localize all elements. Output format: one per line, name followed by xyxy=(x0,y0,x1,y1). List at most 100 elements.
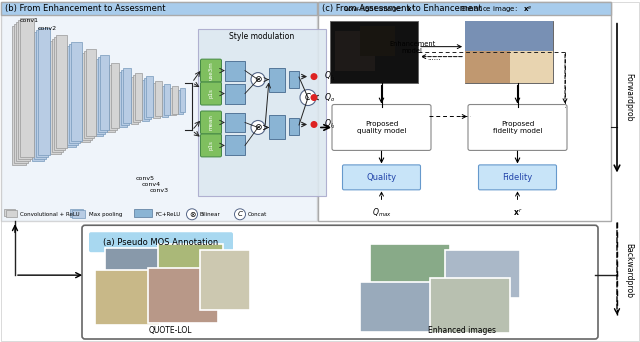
Bar xyxy=(14,24,28,163)
Bar xyxy=(225,61,245,81)
Bar xyxy=(269,116,285,140)
Bar xyxy=(69,44,80,143)
Bar xyxy=(70,209,83,217)
Bar xyxy=(1,2,317,15)
Bar xyxy=(34,32,46,159)
FancyBboxPatch shape xyxy=(342,165,420,190)
Text: (c) From Assessment to Enhancement: (c) From Assessment to Enhancement xyxy=(322,4,482,13)
Text: $Q_o$: $Q_o$ xyxy=(324,91,335,104)
Bar xyxy=(144,78,151,119)
Bar xyxy=(162,86,168,118)
Bar xyxy=(95,270,160,325)
Text: p1s: p1s xyxy=(209,141,214,150)
Bar xyxy=(198,29,326,196)
Bar xyxy=(335,31,375,70)
Bar xyxy=(96,58,105,134)
Bar xyxy=(121,70,129,126)
Text: Forwardprob: Forwardprob xyxy=(625,73,634,122)
Text: conv3: conv3 xyxy=(150,188,169,193)
Circle shape xyxy=(310,73,317,80)
Bar xyxy=(12,26,26,166)
Bar xyxy=(153,82,160,118)
Bar xyxy=(94,61,103,136)
Bar xyxy=(65,48,76,147)
FancyBboxPatch shape xyxy=(200,82,221,105)
FancyBboxPatch shape xyxy=(200,59,221,82)
Text: Enhance image:   $\mathbf{x}^e$: Enhance image: $\mathbf{x}^e$ xyxy=(460,5,532,16)
Bar xyxy=(82,53,92,141)
Bar xyxy=(18,20,32,159)
Bar xyxy=(158,244,223,292)
FancyBboxPatch shape xyxy=(332,105,431,150)
Text: (b) From Enhancement to Assessment: (b) From Enhancement to Assessment xyxy=(5,4,166,13)
FancyBboxPatch shape xyxy=(200,111,221,134)
Bar xyxy=(142,80,149,121)
Bar xyxy=(135,73,142,120)
Bar xyxy=(36,30,48,157)
Bar xyxy=(146,76,153,118)
Text: Max pooling: Max pooling xyxy=(89,212,122,217)
Circle shape xyxy=(234,209,246,220)
Text: p1s: p1s xyxy=(209,89,214,98)
Text: Style modulation: Style modulation xyxy=(229,32,294,41)
Text: Bilinear: Bilinear xyxy=(200,212,221,217)
Bar xyxy=(119,71,127,128)
Text: QUOTE-LOL: QUOTE-LOL xyxy=(148,326,192,335)
FancyBboxPatch shape xyxy=(82,225,598,339)
Bar xyxy=(360,26,395,56)
Text: Fidelity: Fidelity xyxy=(502,173,532,182)
Text: conv1: conv1 xyxy=(20,18,39,23)
Circle shape xyxy=(186,209,198,220)
Text: ⊗: ⊗ xyxy=(254,75,262,84)
FancyBboxPatch shape xyxy=(200,134,221,157)
Bar xyxy=(71,42,82,142)
Text: $\mathbf{x}^r$: $\mathbf{x}^r$ xyxy=(513,206,522,218)
Bar xyxy=(50,41,61,154)
Bar xyxy=(465,21,553,51)
Text: ⊗: ⊗ xyxy=(189,210,195,219)
Bar xyxy=(109,65,117,130)
Text: Backwardprob: Backwardprob xyxy=(625,243,634,298)
Circle shape xyxy=(310,121,317,128)
Bar xyxy=(20,18,34,157)
Text: Proposed
quality model: Proposed quality model xyxy=(356,121,406,134)
Bar xyxy=(38,28,50,155)
Text: C: C xyxy=(305,93,311,102)
Bar xyxy=(225,113,245,132)
Text: conv5: conv5 xyxy=(136,176,155,181)
Bar xyxy=(269,68,285,92)
Bar xyxy=(289,70,299,88)
Bar xyxy=(200,250,250,310)
Text: Quality: Quality xyxy=(367,173,397,182)
Bar xyxy=(1,2,317,221)
Bar xyxy=(86,49,96,136)
Text: $Q_{l_1}$: $Q_{l_1}$ xyxy=(324,70,335,83)
Text: use3m: use3m xyxy=(209,61,214,80)
Bar xyxy=(148,268,218,323)
Bar xyxy=(172,86,178,114)
Bar xyxy=(318,2,611,221)
Text: ⊗: ⊗ xyxy=(254,123,262,132)
Circle shape xyxy=(251,120,265,134)
Circle shape xyxy=(310,94,317,101)
Bar xyxy=(289,118,299,135)
Bar xyxy=(52,39,63,153)
Text: Enhanced images: Enhanced images xyxy=(428,326,496,335)
Bar xyxy=(318,2,611,15)
Bar xyxy=(170,88,176,116)
Text: conv4: conv4 xyxy=(142,182,161,187)
Bar xyxy=(225,83,245,104)
Bar xyxy=(510,51,553,82)
FancyBboxPatch shape xyxy=(468,105,567,150)
Text: Convolutional + ReLU: Convolutional + ReLU xyxy=(20,212,79,217)
Text: Concat: Concat xyxy=(248,212,268,217)
Bar xyxy=(430,278,510,333)
Bar xyxy=(133,75,140,122)
Bar xyxy=(360,282,435,332)
FancyBboxPatch shape xyxy=(479,165,557,190)
Bar xyxy=(370,244,450,299)
Text: ......: ...... xyxy=(427,55,440,61)
Bar xyxy=(80,55,90,142)
Bar xyxy=(6,210,17,217)
Text: $Q_{max}$: $Q_{max}$ xyxy=(372,206,391,219)
